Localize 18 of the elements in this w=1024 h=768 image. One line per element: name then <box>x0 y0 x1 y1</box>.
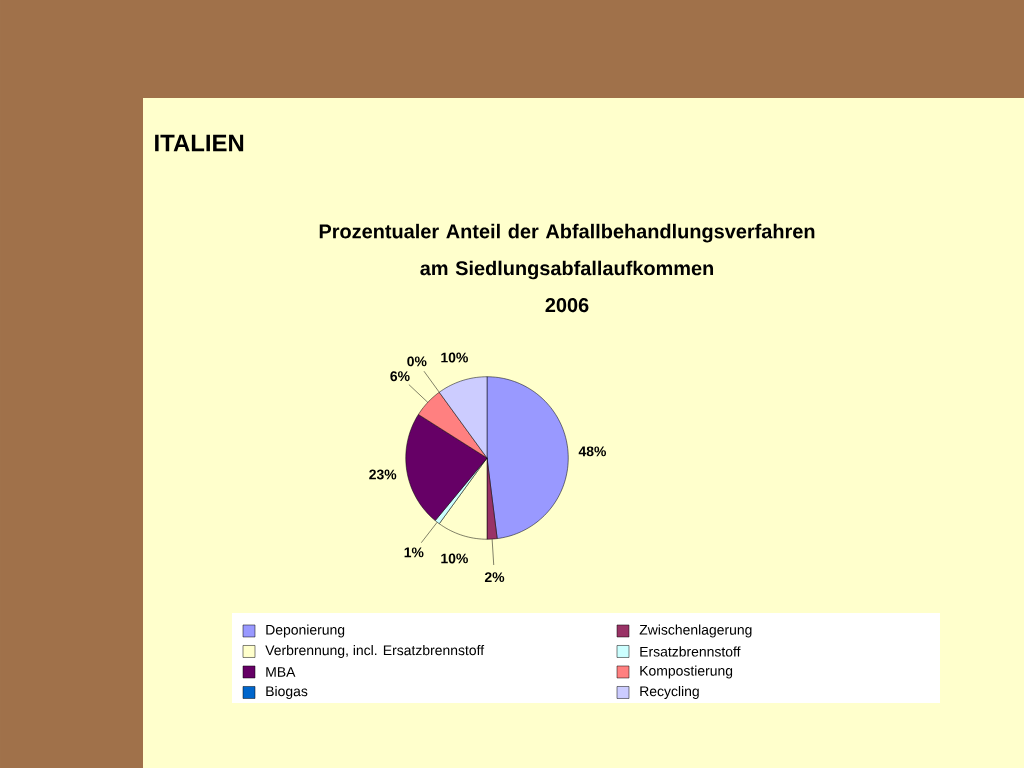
data-label: 6% <box>390 371 410 382</box>
legend-label: Zwischenlagerung <box>639 624 752 638</box>
legend-label: Recycling <box>640 685 699 699</box>
data-label: 10% <box>441 553 468 564</box>
legend-label: Kompostierung <box>640 665 733 679</box>
text: ITALIEN <box>155 134 244 152</box>
data-label: 48% <box>578 446 607 457</box>
chart-title: Prozentualer Anteil der Abfallbehandlungsverfahren am Siedlungsabfallaufkommen 2006 <box>319 223 815 313</box>
legend-label: Verbrennung, incl. Ersatzbrennstoff <box>265 644 485 658</box>
legend-label: Biogas <box>266 685 308 699</box>
data-label: 10% <box>441 352 468 363</box>
legend-label: Deponierung <box>266 624 345 638</box>
legend-label: MBA <box>266 667 296 677</box>
text: 0% <box>407 356 427 367</box>
data-label: 23% <box>369 469 397 480</box>
data-label: 2% <box>484 572 505 583</box>
legend-label: Ersatzbrennstoff <box>640 646 741 657</box>
data-label: 1% <box>404 547 424 558</box>
